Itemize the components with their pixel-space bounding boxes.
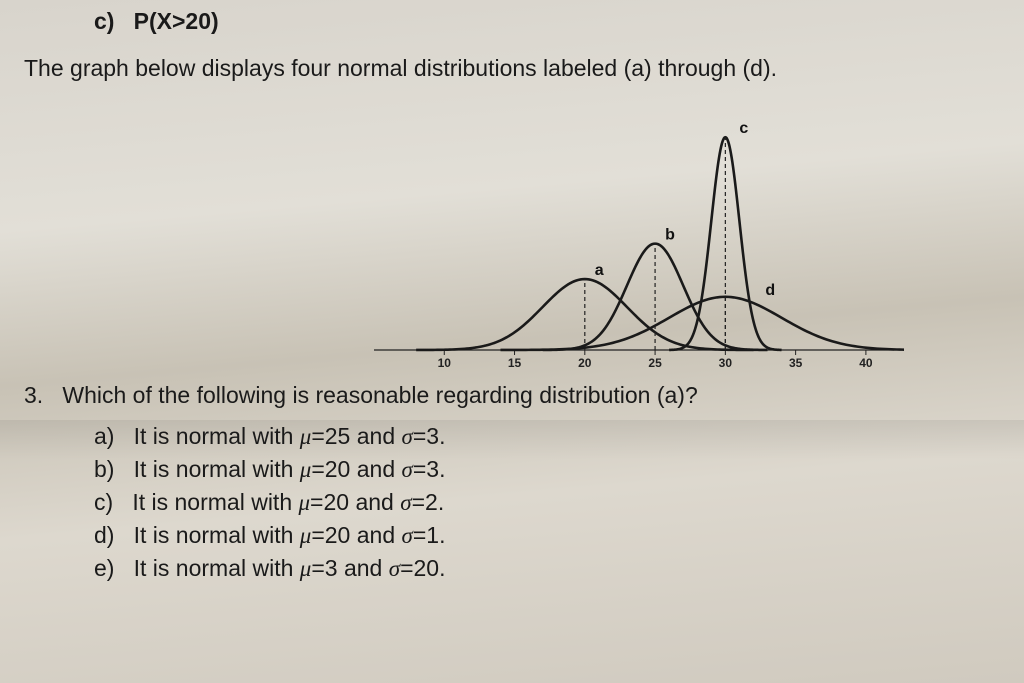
- svg-text:c: c: [739, 120, 748, 137]
- option-a: a) It is normal with μ=25 and σ=3.: [94, 423, 1004, 450]
- normal-distributions-chart: 10 15 20 25 30 35 40 a b c d: [364, 100, 904, 380]
- option-prefix: It is normal with: [134, 522, 300, 548]
- mu-symbol: μ: [300, 556, 312, 581]
- sigma-val: 2: [425, 489, 438, 515]
- mu-val: 25: [325, 423, 351, 449]
- svg-text:b: b: [665, 227, 675, 244]
- mu-symbol: μ: [300, 523, 312, 548]
- option-prefix: It is normal with: [134, 555, 300, 581]
- question-text: Which of the following is reasonable reg…: [62, 382, 697, 408]
- svg-text:20: 20: [578, 356, 592, 370]
- option-d: d) It is normal with μ=20 and σ=1.: [94, 522, 1004, 549]
- svg-text:10: 10: [438, 356, 452, 370]
- answer-options: a) It is normal with μ=25 and σ=3. b) It…: [24, 423, 1004, 582]
- sigma-val: 3: [426, 423, 439, 449]
- option-tag: a): [94, 423, 114, 449]
- option-tag: d): [94, 522, 114, 548]
- mu-symbol: μ: [299, 490, 311, 515]
- sigma-symbol: σ: [389, 556, 400, 581]
- sigma-symbol: σ: [402, 424, 413, 449]
- svg-text:15: 15: [508, 356, 522, 370]
- option-tag: e): [94, 555, 114, 581]
- sigma-symbol: σ: [402, 457, 413, 482]
- option-c: c) It is normal with μ=20 and σ=2.: [94, 489, 1004, 516]
- svg-text:30: 30: [719, 356, 733, 370]
- option-prefix: It is normal with: [134, 456, 300, 482]
- sigma-val: 1: [426, 522, 439, 548]
- svg-text:25: 25: [648, 356, 662, 370]
- chart-svg: 10 15 20 25 30 35 40 a b c d: [364, 100, 904, 380]
- svg-text:d: d: [765, 282, 775, 299]
- mu-val: 20: [325, 456, 351, 482]
- part-c-expr: P(X>20): [134, 8, 219, 34]
- mu-symbol: μ: [300, 424, 312, 449]
- svg-text:a: a: [595, 262, 604, 279]
- svg-text:40: 40: [859, 356, 873, 370]
- question-3: 3. Which of the following is reasonable …: [24, 382, 1004, 409]
- chart-intro-text: The graph below displays four normal dis…: [24, 55, 1004, 82]
- option-tag: c): [94, 489, 113, 515]
- part-c-tag: c): [94, 8, 114, 34]
- svg-text:35: 35: [789, 356, 803, 370]
- option-e: e) It is normal with μ=3 and σ=20.: [94, 555, 1004, 582]
- page-content: c) P(X>20) The graph below displays four…: [0, 0, 1024, 582]
- sigma-val: 3: [426, 456, 439, 482]
- part-c-heading: c) P(X>20): [24, 8, 1004, 35]
- option-prefix: It is normal with: [134, 423, 300, 449]
- option-b: b) It is normal with μ=20 and σ=3.: [94, 456, 1004, 483]
- sigma-symbol: σ: [402, 523, 413, 548]
- option-prefix: It is normal with: [132, 489, 298, 515]
- mu-val: 20: [325, 522, 351, 548]
- mu-val: 3: [325, 555, 338, 581]
- sigma-val: 20: [414, 555, 440, 581]
- option-tag: b): [94, 456, 114, 482]
- question-number: 3.: [24, 382, 43, 408]
- sigma-symbol: σ: [400, 490, 411, 515]
- mu-val: 20: [323, 489, 349, 515]
- mu-symbol: μ: [300, 457, 312, 482]
